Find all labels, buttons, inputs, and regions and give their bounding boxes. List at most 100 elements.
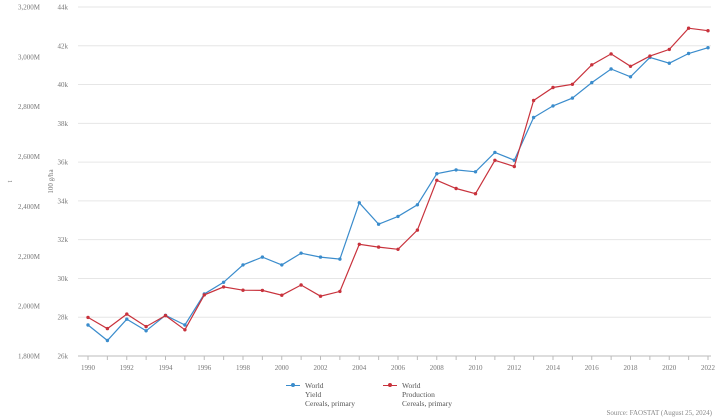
data-point-production <box>686 26 691 30</box>
data-point-yield <box>435 172 439 176</box>
y-right-tick-label: 28k <box>58 314 69 322</box>
data-point-production <box>202 293 206 297</box>
data-point-production <box>415 228 420 232</box>
data-point-yield <box>338 257 342 261</box>
series-line-yield <box>87 47 709 342</box>
legend: World Yield Cereals, primary World Produ… <box>286 381 452 408</box>
x-tick-label: 1996 <box>197 364 212 372</box>
y-left-axis-title: t <box>6 180 14 182</box>
legend-item-yield[interactable]: World Yield Cereals, primary <box>286 381 355 408</box>
data-point-production <box>435 178 439 182</box>
legend-yield-line-2: Yield <box>305 390 322 399</box>
data-point-yield <box>493 150 497 155</box>
data-point-production <box>512 164 516 169</box>
legend-yield-line-1: World <box>305 381 324 390</box>
y-left-tick-label: 2,600M <box>18 153 41 161</box>
data-point-production <box>260 288 265 293</box>
data-point-production <box>531 98 536 103</box>
data-point-yield <box>706 46 710 50</box>
data-point-production <box>241 288 245 292</box>
series-line-production <box>87 27 709 331</box>
data-point-yield <box>473 170 478 174</box>
data-point-production <box>144 324 148 329</box>
y-left-tick-label: 2,800M <box>18 103 41 111</box>
data-point-production <box>454 186 458 191</box>
data-point-production <box>493 158 497 162</box>
data-point-production <box>396 247 400 251</box>
data-point-yield <box>551 104 555 108</box>
y-left-tick-label: 3,000M <box>18 53 41 61</box>
data-point-yield <box>609 67 613 71</box>
data-point-yield <box>667 61 671 65</box>
data-point-production <box>667 47 671 52</box>
data-point-yield <box>454 168 458 172</box>
source-note: Source: FAOSTAT (August 25, 2024) <box>606 409 712 417</box>
data-point-production <box>280 293 284 297</box>
x-tick-label: 1990 <box>81 364 96 372</box>
y-left-tick-label: 2,000M <box>18 303 41 311</box>
x-tick-label: 1998 <box>236 364 251 372</box>
y-right-tick-label: 26k <box>58 353 69 361</box>
data-point-yield <box>590 80 594 85</box>
y-right-tick-label: 40k <box>58 81 69 89</box>
x-tick-label: 2018 <box>624 364 639 372</box>
y-left-tick-label: 2,200M <box>18 253 41 261</box>
y-left-tick-label: 1,800M <box>18 353 41 361</box>
x-tick-label: 2008 <box>430 364 445 372</box>
data-point-yield <box>570 96 575 100</box>
y-right-tick-label: 36k <box>58 159 69 167</box>
y-right-tick-label: 34k <box>58 197 69 205</box>
y-right-tick-label: 38k <box>58 120 69 128</box>
data-point-production <box>105 326 110 331</box>
data-point-production <box>183 328 187 332</box>
data-point-yield <box>260 255 265 259</box>
data-point-production <box>376 245 381 249</box>
x-tick-label: 2004 <box>352 364 367 372</box>
data-point-yield <box>415 203 420 207</box>
data-point-production <box>609 52 613 56</box>
y-right-tick-label: 30k <box>58 275 69 283</box>
data-point-yield <box>280 263 284 267</box>
data-point-yield <box>125 317 129 321</box>
x-tick-label: 2016 <box>585 364 600 372</box>
data-point-yield <box>686 51 691 56</box>
x-tick-label: 2002 <box>314 364 329 372</box>
data-point-yield <box>396 214 400 219</box>
legend-dot-production <box>387 383 392 387</box>
y-right-tick-label: 42k <box>58 42 69 50</box>
data-point-yield <box>357 201 361 205</box>
data-point-yield <box>531 115 536 120</box>
y-right-tick-label: 32k <box>58 236 69 244</box>
legend-label-production: World Production Cereals, primary <box>402 381 452 408</box>
legend-dot-yield <box>291 383 295 387</box>
legend-swatch-yield <box>286 381 300 390</box>
data-point-production <box>125 312 129 316</box>
data-point-yield <box>318 255 323 259</box>
data-point-yield <box>299 251 303 255</box>
y-left-tick-label: 2,400M <box>18 203 41 211</box>
legend-production-line-2: Production <box>401 390 435 399</box>
x-tick-label: 2014 <box>546 364 561 372</box>
data-point-production <box>163 313 168 318</box>
data-point-yield <box>105 338 110 343</box>
data-point-production <box>357 242 361 246</box>
data-point-yield <box>144 329 148 333</box>
y-left-tick-label: 3,200M <box>18 4 41 12</box>
data-point-production <box>221 285 226 289</box>
legend-item-production[interactable]: World Production Cereals, primary <box>382 381 452 408</box>
x-tick-label: 2012 <box>507 364 522 372</box>
data-point-production <box>706 29 710 33</box>
data-point-production <box>86 315 90 320</box>
data-point-yield <box>376 222 381 226</box>
data-point-production <box>570 82 575 87</box>
legend-swatch-production <box>382 381 397 390</box>
x-tick-label: 2020 <box>662 364 677 372</box>
data-point-yield <box>241 263 245 267</box>
data-point-production <box>551 85 555 90</box>
data-point-yield <box>183 323 187 327</box>
data-point-production <box>628 64 633 69</box>
legend-label-yield: World Yield Cereals, primary <box>305 381 355 408</box>
x-tick-label: 2010 <box>469 364 484 372</box>
data-point-production <box>590 63 594 67</box>
